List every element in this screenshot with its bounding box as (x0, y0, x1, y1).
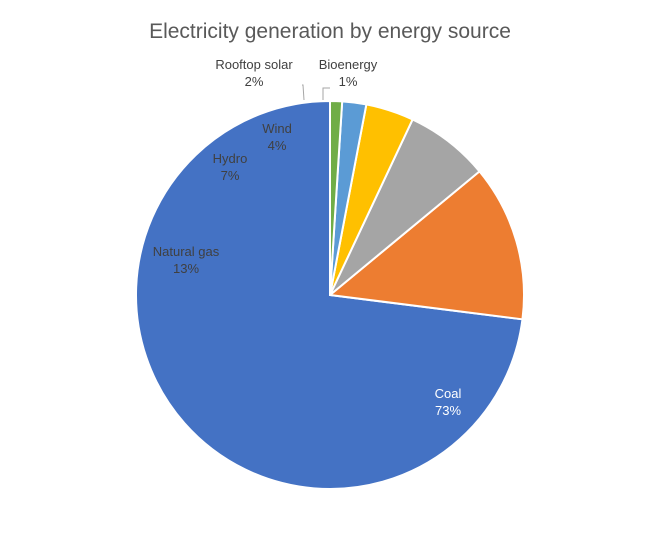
slice-label-coal: Coal 73% (435, 386, 462, 418)
slice-label-natural-gas: Natural gas 13% (153, 244, 220, 276)
pie-slice-bioenergy (329, 99, 344, 296)
slice-label-bioenergy: Bioenergy 1% (319, 57, 378, 89)
leader-line-rooftop-solar (302, 84, 305, 101)
slice-percent-label: 1% (339, 74, 358, 89)
slice-category-label: Natural gas (153, 244, 220, 259)
pie-slices (135, 99, 525, 490)
slice-category-label: Hydro (213, 151, 248, 166)
leader-line-bioenergy (322, 87, 330, 100)
slice-category-label: Rooftop solar (215, 57, 293, 72)
pie-slice-natural-gas (329, 170, 525, 321)
slice-label-hydro: Hydro 7% (213, 151, 248, 183)
slice-percent-label: 4% (268, 138, 287, 153)
slice-percent-label: 2% (245, 74, 264, 89)
slice-percent-label: 73% (435, 403, 461, 418)
slice-label-wind: Wind 4% (262, 121, 292, 153)
chart-title: Electricity generation by energy source (149, 20, 511, 43)
slice-percent-label: 13% (173, 261, 199, 276)
slice-percent-label: 7% (221, 168, 240, 183)
slice-category-label: Wind (262, 121, 292, 136)
slice-category-label: Bioenergy (319, 57, 378, 72)
slice-category-label: Coal (435, 386, 462, 401)
slice-labels: Coal 73% Natural gas 13% Hydro 7% Wind 4% Roofto… (153, 57, 462, 418)
slice-label-rooftop-solar: Rooftop solar 2% (215, 57, 293, 89)
leader-lines (302, 84, 330, 101)
